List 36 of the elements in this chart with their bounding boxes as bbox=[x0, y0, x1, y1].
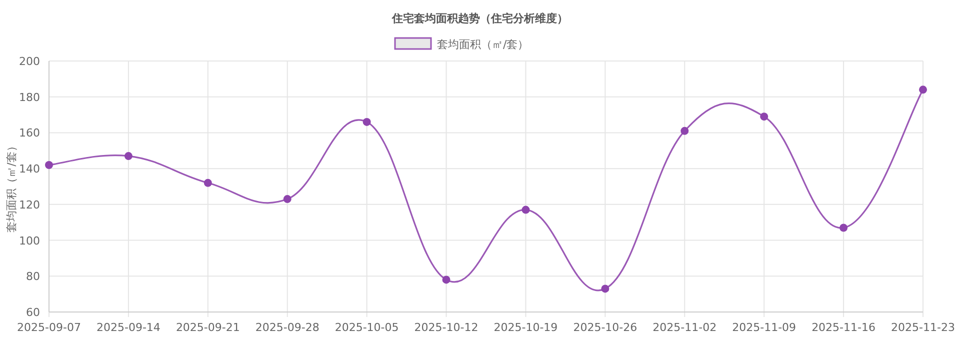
point bbox=[442, 276, 450, 284]
point bbox=[522, 206, 530, 214]
y-tick-label: 180 bbox=[19, 90, 40, 104]
legend: 套均面积（㎡/套） bbox=[394, 37, 529, 51]
y-tick-label: 160 bbox=[19, 126, 40, 140]
y-tick-label: 80 bbox=[26, 270, 40, 284]
x-tick-label: 2025-10-12 bbox=[414, 321, 478, 334]
x-tick-label: 2025-09-07 bbox=[17, 321, 81, 334]
point bbox=[124, 152, 132, 160]
point bbox=[362, 118, 371, 126]
legend-label: 套均面积（㎡/套） bbox=[437, 38, 529, 51]
point bbox=[601, 284, 610, 293]
x-tick-label: 2025-09-21 bbox=[176, 321, 240, 334]
x-tick-label: 2025-11-02 bbox=[652, 321, 717, 334]
point bbox=[283, 195, 292, 204]
y-tick-label: 140 bbox=[19, 162, 40, 176]
y-tick-label: 100 bbox=[19, 234, 40, 248]
y-axis-title: 套均面积（㎡/套） bbox=[5, 140, 18, 232]
x-tick-label: 2025-10-05 bbox=[334, 321, 399, 334]
x-tick-label: 2025-11-23 bbox=[891, 321, 955, 334]
chart-title: 住宅套均面积趋势（住宅分析维度） bbox=[391, 12, 568, 25]
y-tick-label: 120 bbox=[19, 198, 40, 212]
y-tick-label: 60 bbox=[26, 306, 40, 319]
x-tick-label: 2025-10-19 bbox=[494, 321, 558, 334]
point bbox=[760, 112, 768, 121]
point bbox=[45, 160, 53, 169]
x-tick-label: 2025-10-26 bbox=[573, 321, 638, 334]
point bbox=[840, 224, 848, 232]
x-tick-label: 2025-09-28 bbox=[255, 321, 320, 334]
point bbox=[919, 86, 927, 94]
point bbox=[204, 178, 212, 187]
x-tick-label: 2025-11-09 bbox=[732, 321, 796, 334]
x-tick-label: 2025-11-16 bbox=[812, 321, 876, 334]
point bbox=[680, 126, 689, 135]
y-tick-label: 200 bbox=[19, 55, 40, 68]
x-tick-label: 2025-09-14 bbox=[96, 321, 160, 334]
